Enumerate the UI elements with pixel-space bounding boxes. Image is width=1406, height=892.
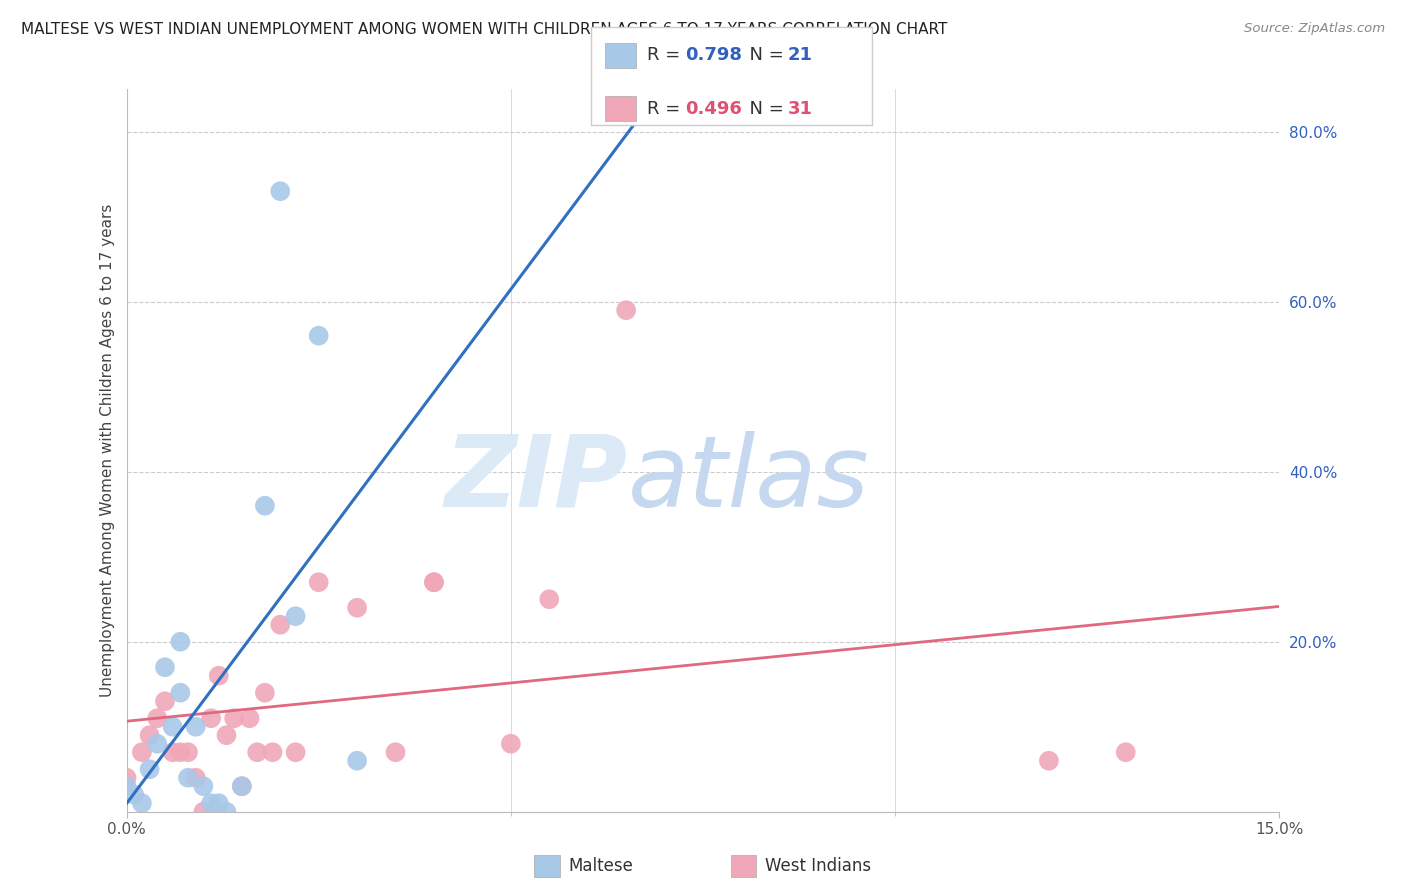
Point — [177, 745, 200, 759]
Text: R =: R = — [647, 100, 686, 118]
Point — [162, 745, 184, 759]
Text: MALTESE VS WEST INDIAN UNEMPLOYMENT AMONG WOMEN WITH CHILDREN AGES 6 TO 17 YEARS: MALTESE VS WEST INDIAN UNEMPLOYMENT AMON… — [21, 22, 948, 37]
Point — [193, 805, 215, 819]
Point — [146, 737, 169, 751]
Point — [115, 771, 138, 785]
Point — [262, 745, 284, 759]
Point — [169, 686, 191, 700]
Point — [384, 745, 406, 759]
Point — [1038, 754, 1060, 768]
Text: N =: N = — [738, 46, 790, 64]
Point — [308, 328, 330, 343]
Point — [246, 745, 269, 759]
Point — [614, 303, 637, 318]
Point — [115, 779, 138, 793]
Point — [238, 711, 260, 725]
Point — [138, 728, 160, 742]
Text: 21: 21 — [787, 46, 813, 64]
Point — [499, 737, 522, 751]
Point — [138, 762, 160, 776]
Point — [184, 771, 207, 785]
Point — [146, 711, 169, 725]
Point — [231, 779, 253, 793]
Point — [423, 575, 446, 590]
Point — [177, 771, 200, 785]
Point — [122, 788, 145, 802]
Point — [208, 796, 231, 810]
Text: ZIP: ZIP — [446, 431, 628, 528]
Point — [284, 745, 307, 759]
Text: atlas: atlas — [628, 431, 870, 528]
Point — [184, 720, 207, 734]
Text: 0.798: 0.798 — [685, 46, 742, 64]
Point — [269, 617, 291, 632]
Point — [215, 805, 238, 819]
Point — [269, 184, 291, 198]
Point — [215, 728, 238, 742]
Point — [153, 694, 176, 708]
Text: N =: N = — [738, 100, 790, 118]
Point — [169, 634, 191, 648]
Text: West Indians: West Indians — [765, 857, 870, 875]
Point — [1115, 745, 1137, 759]
Y-axis label: Unemployment Among Women with Children Ages 6 to 17 years: Unemployment Among Women with Children A… — [100, 203, 115, 698]
Point — [200, 796, 222, 810]
Point — [131, 796, 153, 810]
Text: 0.496: 0.496 — [685, 100, 741, 118]
Text: 31: 31 — [787, 100, 813, 118]
Point — [131, 745, 153, 759]
Point — [538, 592, 561, 607]
Point — [346, 754, 368, 768]
Text: R =: R = — [647, 46, 686, 64]
Point — [253, 686, 276, 700]
Point — [224, 711, 246, 725]
Text: Maltese: Maltese — [568, 857, 633, 875]
Text: Source: ZipAtlas.com: Source: ZipAtlas.com — [1244, 22, 1385, 36]
Point — [153, 660, 176, 674]
Point — [162, 720, 184, 734]
Point — [169, 745, 191, 759]
Point — [346, 600, 368, 615]
Point — [208, 669, 231, 683]
Point — [253, 499, 276, 513]
Point — [284, 609, 307, 624]
Point — [308, 575, 330, 590]
Point — [193, 779, 215, 793]
Point — [423, 575, 446, 590]
Point — [231, 779, 253, 793]
Point — [200, 711, 222, 725]
